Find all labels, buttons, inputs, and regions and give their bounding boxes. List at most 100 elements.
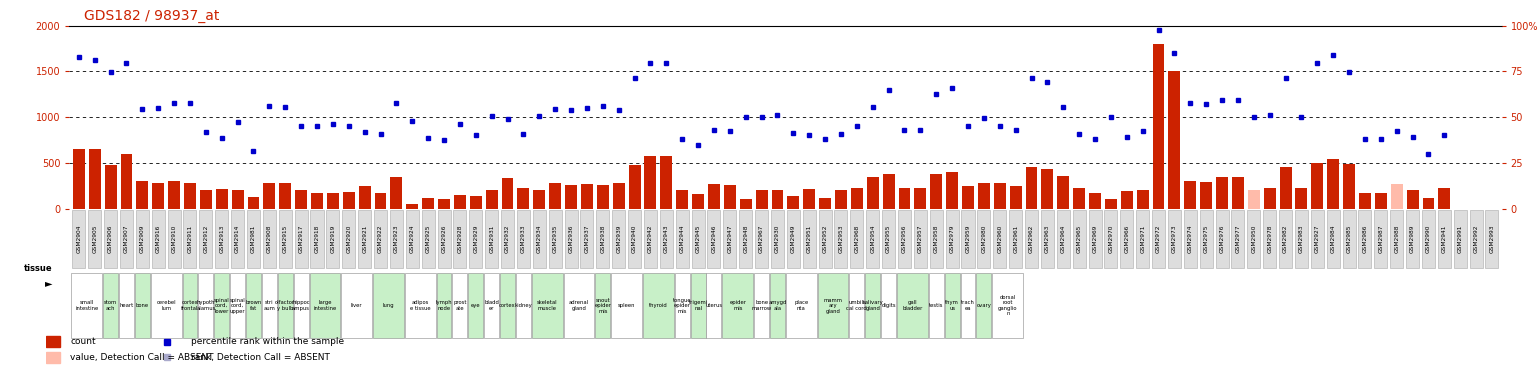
FancyBboxPatch shape <box>1232 210 1244 268</box>
Text: GSM2979: GSM2979 <box>950 225 955 253</box>
Bar <box>1312 163 1323 209</box>
Text: GSM2956: GSM2956 <box>902 225 907 253</box>
Text: GSM2951: GSM2951 <box>807 225 812 253</box>
Text: stri
aum: stri aum <box>263 300 276 311</box>
Bar <box>216 190 228 209</box>
FancyBboxPatch shape <box>119 273 134 338</box>
Bar <box>1041 169 1053 209</box>
Text: GSM2927: GSM2927 <box>1315 225 1320 253</box>
Text: cortex
frontal: cortex frontal <box>182 300 199 311</box>
FancyBboxPatch shape <box>1263 210 1277 268</box>
FancyBboxPatch shape <box>71 273 102 338</box>
Bar <box>598 185 608 209</box>
Text: GSM2958: GSM2958 <box>933 225 939 253</box>
FancyBboxPatch shape <box>437 210 451 268</box>
Text: GSM2949: GSM2949 <box>792 225 796 253</box>
FancyBboxPatch shape <box>373 273 403 338</box>
Text: GSM2908: GSM2908 <box>266 225 273 253</box>
Bar <box>1295 188 1307 209</box>
Bar <box>993 183 1006 209</box>
Text: olfactor
y bulb: olfactor y bulb <box>276 300 296 311</box>
Text: GSM2943: GSM2943 <box>664 225 668 253</box>
FancyBboxPatch shape <box>1200 210 1212 268</box>
Text: GSM2975: GSM2975 <box>1204 225 1209 253</box>
FancyBboxPatch shape <box>1137 210 1149 268</box>
Text: GSM2978: GSM2978 <box>1267 225 1272 253</box>
Text: GDS182 / 98937_at: GDS182 / 98937_at <box>83 9 219 23</box>
Text: bone: bone <box>136 303 149 308</box>
Text: bladd
er: bladd er <box>484 300 499 311</box>
Bar <box>930 174 942 209</box>
Text: GSM2969: GSM2969 <box>1092 225 1098 253</box>
Bar <box>804 190 815 209</box>
Bar <box>1327 159 1340 209</box>
Text: GSM2980: GSM2980 <box>981 225 987 253</box>
FancyBboxPatch shape <box>294 273 308 338</box>
Text: GSM2968: GSM2968 <box>855 225 859 253</box>
Text: GSM2939: GSM2939 <box>616 225 621 253</box>
FancyBboxPatch shape <box>1167 210 1181 268</box>
Text: gall
bladder: gall bladder <box>902 300 922 311</box>
FancyBboxPatch shape <box>882 210 895 268</box>
Text: spleen: spleen <box>618 303 636 308</box>
FancyBboxPatch shape <box>596 210 610 268</box>
Text: GSM2966: GSM2966 <box>1124 225 1129 253</box>
Bar <box>613 183 625 209</box>
Bar <box>263 183 276 209</box>
Text: lymph
node: lymph node <box>436 300 453 311</box>
FancyBboxPatch shape <box>819 210 832 268</box>
Bar <box>724 185 736 209</box>
FancyBboxPatch shape <box>896 273 927 338</box>
Text: GSM2989: GSM2989 <box>1411 225 1415 253</box>
Text: mamm
ary
gland: mamm ary gland <box>824 298 842 314</box>
Text: uterus: uterus <box>705 303 722 308</box>
FancyBboxPatch shape <box>517 210 530 268</box>
FancyBboxPatch shape <box>978 210 990 268</box>
Text: GSM2940: GSM2940 <box>631 225 638 253</box>
Text: liver: liver <box>351 303 362 308</box>
Bar <box>1391 184 1403 209</box>
Text: brown
fat: brown fat <box>245 300 262 311</box>
FancyBboxPatch shape <box>105 210 117 268</box>
Bar <box>787 196 799 209</box>
Text: GSM2965: GSM2965 <box>1076 225 1081 253</box>
Bar <box>772 190 784 209</box>
Text: ►: ► <box>45 278 52 288</box>
Text: GSM2929: GSM2929 <box>473 225 479 253</box>
Bar <box>756 190 767 209</box>
Bar <box>1264 188 1275 209</box>
Text: hippoc
ampus: hippoc ampus <box>293 300 310 311</box>
FancyBboxPatch shape <box>1438 210 1451 268</box>
FancyBboxPatch shape <box>1073 210 1086 268</box>
Text: GSM2961: GSM2961 <box>1013 225 1018 253</box>
Text: GSM2905: GSM2905 <box>92 225 97 253</box>
FancyBboxPatch shape <box>785 273 816 338</box>
FancyBboxPatch shape <box>691 210 705 268</box>
FancyBboxPatch shape <box>1056 210 1070 268</box>
Text: dorsal
root
ganglio
n: dorsal root ganglio n <box>998 295 1018 316</box>
FancyBboxPatch shape <box>1406 210 1418 268</box>
Bar <box>470 196 482 209</box>
Bar <box>644 156 656 209</box>
FancyBboxPatch shape <box>929 273 944 338</box>
Bar <box>105 165 117 209</box>
FancyBboxPatch shape <box>1421 210 1435 268</box>
FancyBboxPatch shape <box>755 210 768 268</box>
Bar <box>359 186 371 209</box>
Bar <box>1232 177 1244 209</box>
FancyBboxPatch shape <box>850 210 864 268</box>
Text: GSM2941: GSM2941 <box>1441 225 1448 253</box>
Text: adipos
e tissue: adipos e tissue <box>410 300 431 311</box>
Bar <box>152 183 165 209</box>
Bar <box>422 198 434 209</box>
FancyBboxPatch shape <box>294 210 308 268</box>
FancyBboxPatch shape <box>199 210 213 268</box>
Bar <box>1104 198 1116 209</box>
Text: GSM2923: GSM2923 <box>394 225 399 253</box>
Bar <box>708 184 719 209</box>
Text: bone
marrow: bone marrow <box>752 300 772 311</box>
Bar <box>1423 198 1434 209</box>
FancyBboxPatch shape <box>1358 210 1372 268</box>
Text: GSM2967: GSM2967 <box>759 225 764 253</box>
FancyBboxPatch shape <box>976 273 992 338</box>
